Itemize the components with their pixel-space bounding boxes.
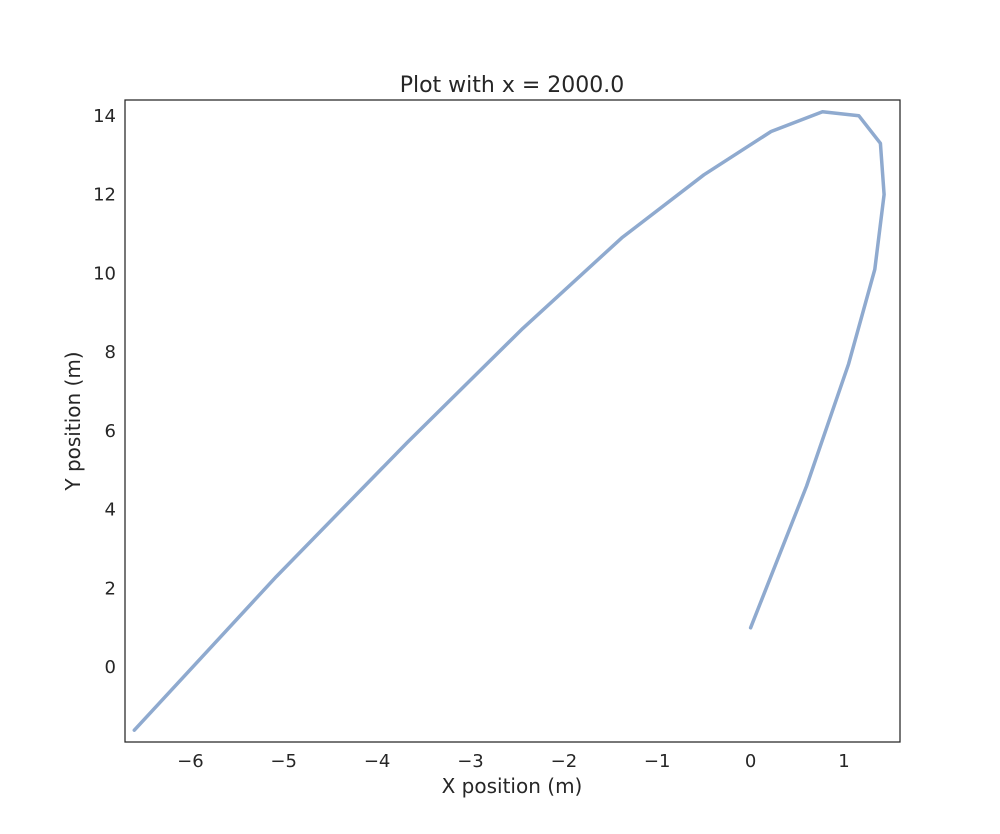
y-axis-ticks: 0 2 4 6 8 10 12 14 [93, 106, 116, 678]
x-axis-ticks: −6 −5 −4 −3 −2 −1 0 1 [177, 751, 850, 772]
series-line-0 [132, 110, 886, 732]
x-tick-label: 0 [745, 751, 756, 772]
y-tick-label: 2 [105, 578, 116, 599]
y-tick-label: 14 [93, 106, 116, 127]
y-tick-label: 4 [105, 500, 116, 521]
x-tick-label: −4 [364, 751, 391, 772]
y-axis-label: Y position (m) [61, 351, 85, 491]
y-tick-label: 10 [93, 263, 116, 284]
x-tick-label: −5 [270, 751, 297, 772]
y-tick-label: 0 [105, 657, 116, 678]
x-tick-label: −1 [644, 751, 671, 772]
plot-area [132, 110, 886, 732]
y-tick-label: 8 [105, 342, 116, 363]
x-tick-label: −3 [457, 751, 484, 772]
x-tick-label: 1 [838, 751, 849, 772]
y-tick-label: 12 [93, 185, 116, 206]
x-axis-label: X position (m) [442, 774, 583, 798]
chart-title: Plot with x = 2000.0 [400, 73, 625, 98]
x-tick-label: −6 [177, 751, 204, 772]
y-tick-label: 6 [105, 421, 116, 442]
x-tick-label: −2 [551, 751, 578, 772]
plot-frame [124, 99, 901, 743]
